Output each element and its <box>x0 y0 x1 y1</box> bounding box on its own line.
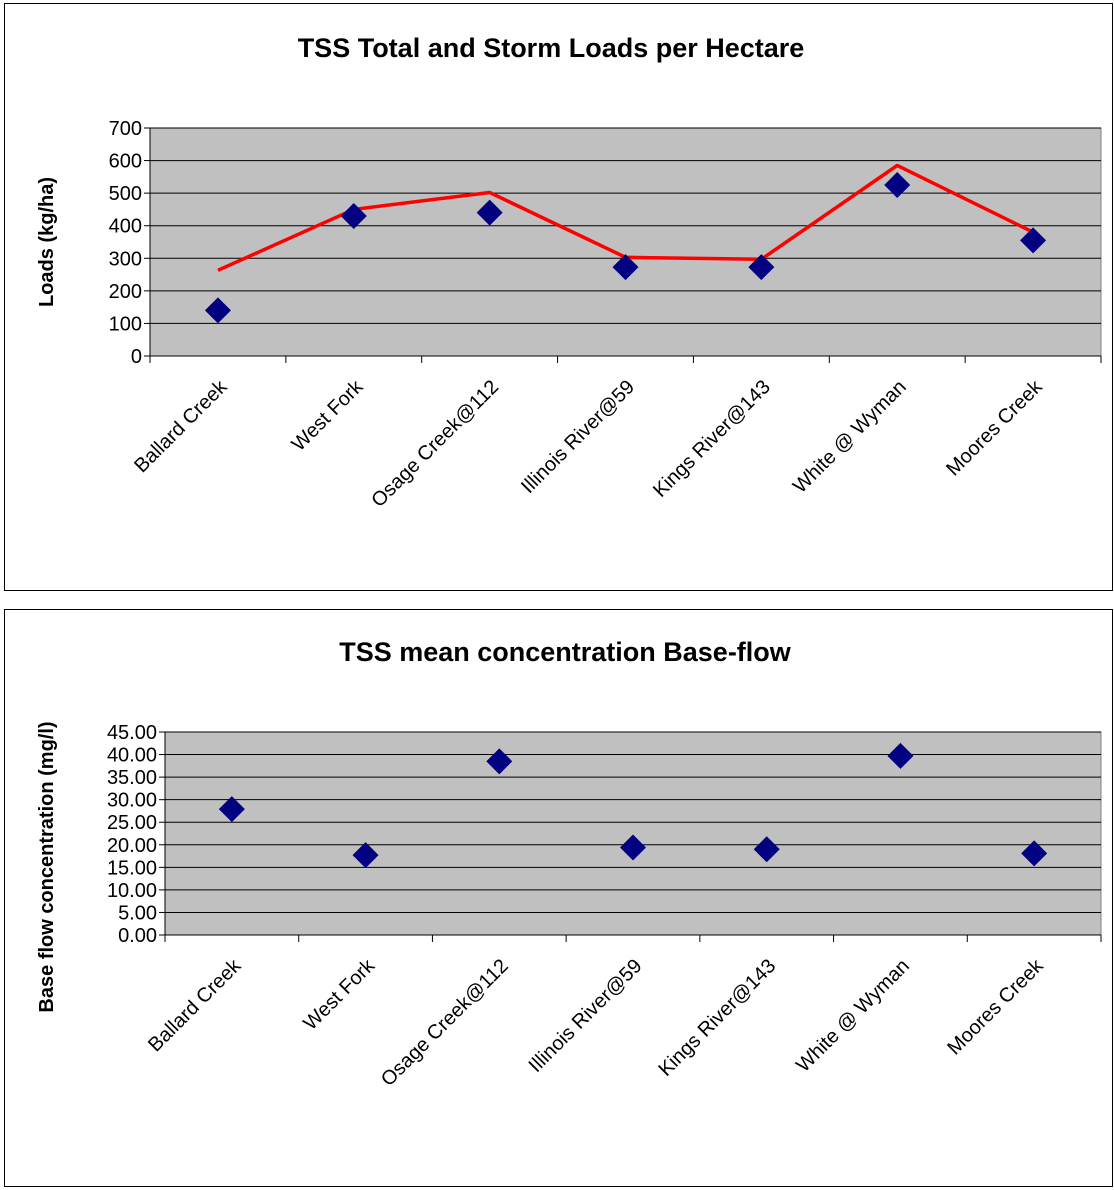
y-tick-label: 5.00 <box>118 902 157 924</box>
data-point-marker <box>620 834 646 861</box>
chart-1-title: TSS Total and Storm Loads per Hectare <box>298 33 805 63</box>
chart-2-axes <box>159 731 1102 942</box>
y-tick-label: 40.00 <box>107 745 157 767</box>
y-tick-label: 25.00 <box>107 812 157 834</box>
chart-2-gridlines <box>165 731 1101 913</box>
data-point-marker <box>887 742 914 769</box>
data-point-marker <box>1020 227 1047 254</box>
y-tick-label: 300 <box>109 248 142 270</box>
chart-2-title: TSS mean concentration Base-flow <box>339 637 792 667</box>
data-point-marker <box>218 796 245 823</box>
y-tick-label: 45.00 <box>107 722 157 744</box>
chart-1-gridlines <box>150 127 1101 324</box>
y-tick-label: 200 <box>109 281 142 303</box>
y-tick-label: 0 <box>131 346 142 368</box>
y-tick-label: 100 <box>109 313 142 335</box>
chart-2-series <box>218 742 1048 869</box>
chart-1-y-tick-labels: 0 100 200 300 400 500 600 700 <box>109 118 142 368</box>
chart-1-plot-area <box>149 127 1102 357</box>
chart-2-y-tick-labels: 0.005.0010.0015.0020.0025.0030.0035.0040… <box>107 722 157 947</box>
y-tick-label: 20.00 <box>107 835 157 857</box>
data-point-marker <box>352 842 379 869</box>
y-tick-label: 10.00 <box>107 880 157 902</box>
data-point-marker <box>748 254 775 281</box>
y-tick-label: 30.00 <box>107 790 157 812</box>
chart-2-y-axis-label: Base flow concentration (mg/l) <box>36 721 58 1012</box>
y-tick-label: 700 <box>109 118 142 140</box>
data-point-marker <box>753 836 780 863</box>
data-point-marker <box>1021 840 1048 867</box>
data-point-marker <box>204 297 231 324</box>
y-tick-label: 15.00 <box>107 857 157 879</box>
chart-1: TSS Total and Storm Loads per Hectare 0 1… <box>4 3 1113 591</box>
y-tick-label: 500 <box>109 183 142 205</box>
data-point-marker <box>612 254 639 281</box>
chart-1-series <box>204 163 1047 324</box>
y-tick-label: 35.00 <box>107 767 157 789</box>
y-tick-label: 400 <box>109 216 142 238</box>
y-tick-label: 600 <box>109 151 142 173</box>
chart-2: TSS mean concentration Base-flow 0.005.0… <box>4 609 1113 1187</box>
data-point-marker <box>476 199 503 226</box>
chart-2-plot-area <box>164 731 1102 936</box>
data-point-marker <box>884 172 911 198</box>
data-point-marker <box>486 748 513 775</box>
y-tick-label: 0.00 <box>118 925 157 947</box>
chart-1-y-axis-label: Loads (kg/ha) <box>36 177 58 307</box>
data-point-marker <box>340 202 367 229</box>
chart-1-axes <box>144 127 1102 363</box>
